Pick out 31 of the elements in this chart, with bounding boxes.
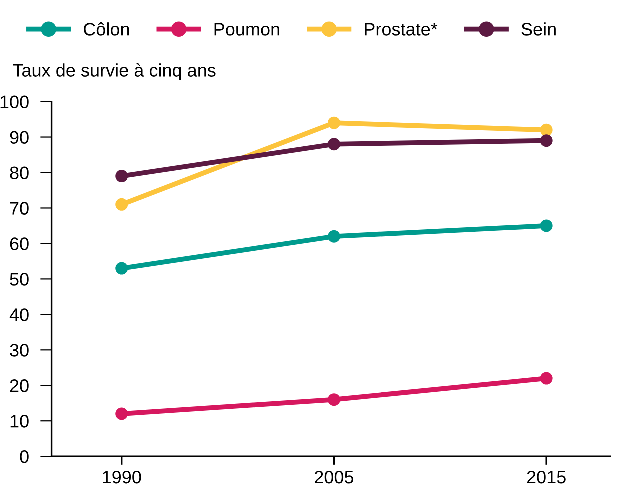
point [540,134,553,148]
y-tick-label: 0 [20,450,29,464]
y-tick-label: 60 [10,238,29,250]
legend-label: Sein [522,22,556,36]
y-tick-label: 80 [10,166,29,180]
y-tick-label: 90 [10,131,29,144]
point [328,138,340,151]
point [116,170,128,183]
y-axis-title: Taux de survie à cinq ans [13,63,216,81]
y-tick-label: 70 [10,202,29,215]
point [328,394,340,406]
point [116,198,128,211]
y-tick-label: 20 [10,380,29,392]
legend-label: Prostate* [365,23,438,36]
y-tick-label: 50 [10,273,29,286]
y-tick-label: 40 [10,308,29,322]
legend-label: Côlon [84,22,130,36]
x-tick-label: 1990 [103,470,142,484]
y-tick-label: 100 [0,96,29,109]
legend-label: Poumon [214,23,280,36]
point [540,372,553,385]
point [116,262,128,275]
point [540,220,553,232]
y-tick-label: 10 [10,415,29,428]
point [328,116,340,130]
x-tick-label: 2005 [315,470,354,484]
point [116,408,128,420]
point [328,230,340,243]
y-tick-label: 30 [10,344,29,357]
x-tick-label: 2015 [527,470,566,484]
point [540,124,553,136]
